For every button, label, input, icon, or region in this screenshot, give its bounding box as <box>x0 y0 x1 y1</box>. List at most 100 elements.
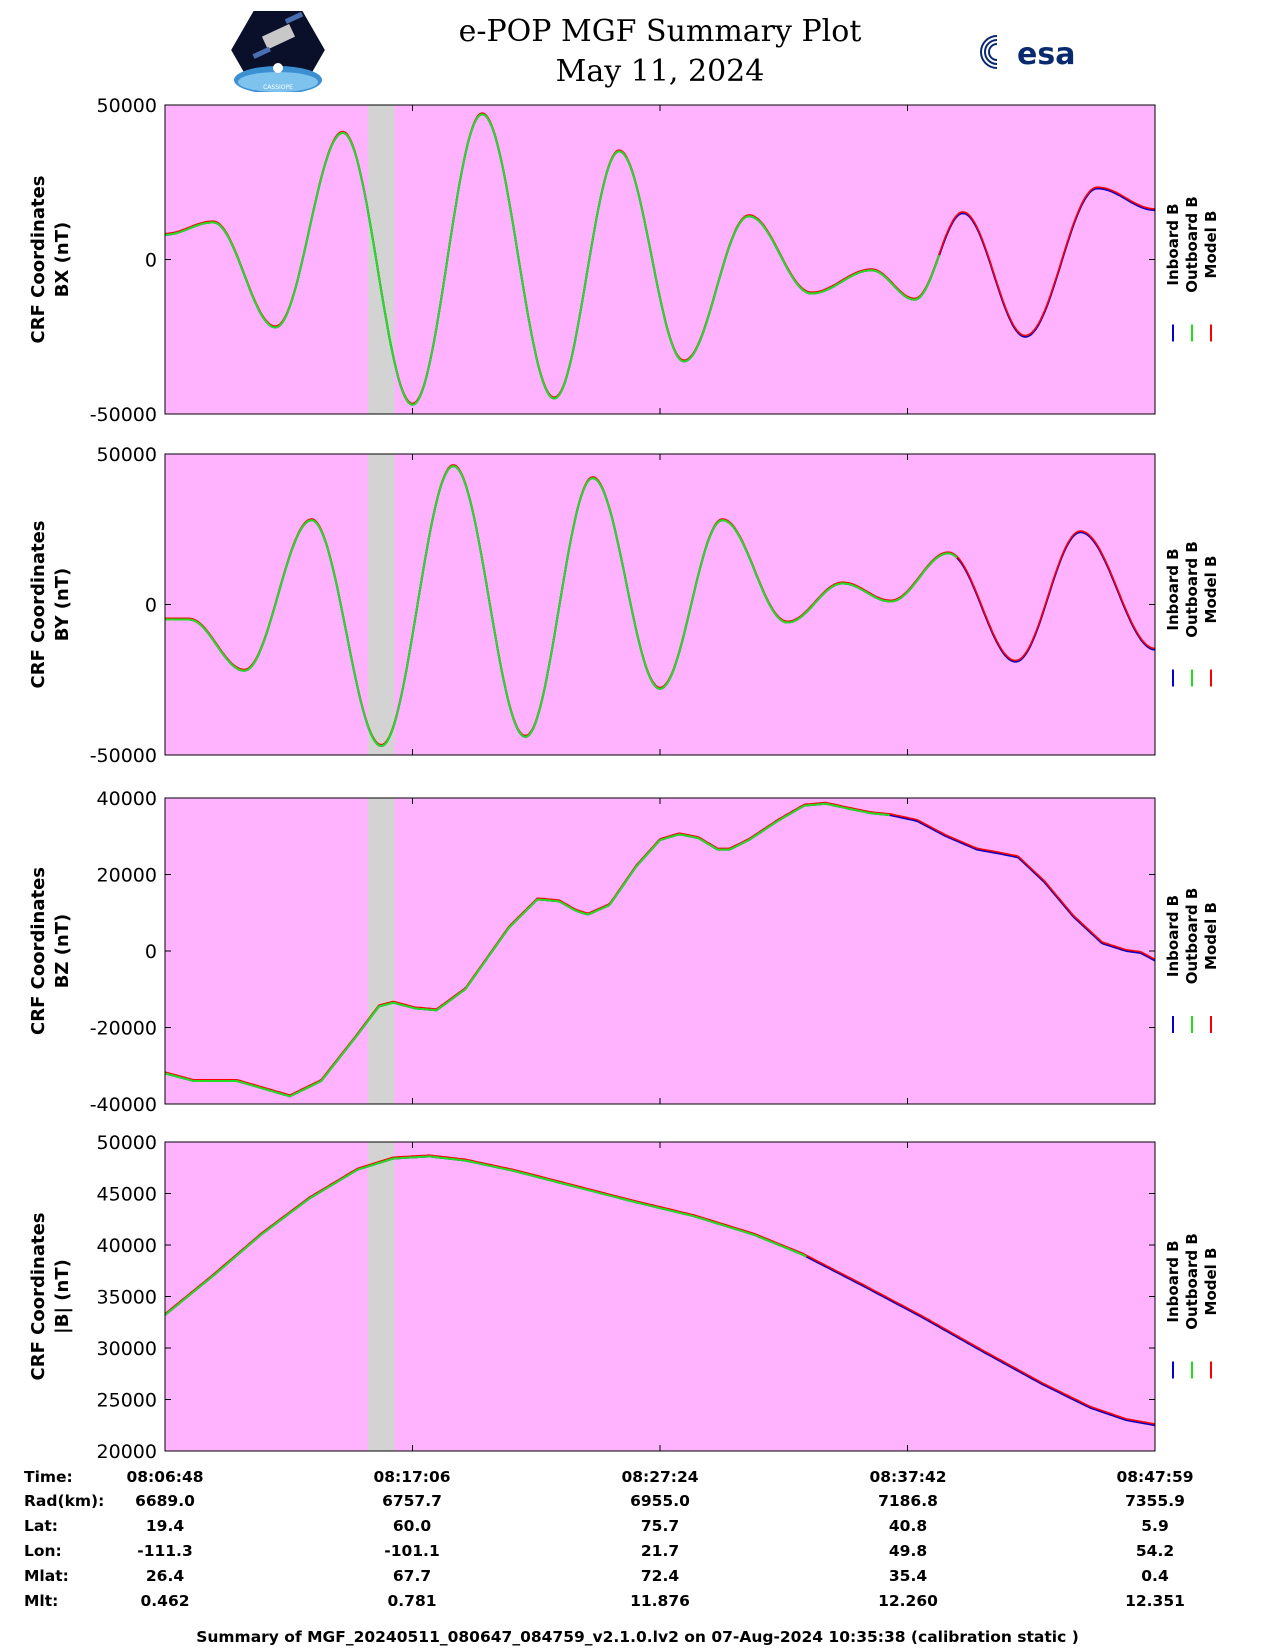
legend-label: Outboard B <box>1183 196 1201 293</box>
y-tick-label: -20000 <box>90 1018 157 1040</box>
ephemeris-row-label: Lon: <box>24 1542 62 1560</box>
data-gap-band <box>368 1142 395 1451</box>
legend-label: Inboard B <box>1164 548 1182 630</box>
ephemeris-value: 7186.8 <box>878 1492 938 1510</box>
y-tick-label: 45000 <box>97 1184 157 1206</box>
ephemeris-value: 08:06:48 <box>126 1468 204 1486</box>
data-gap-band <box>368 798 395 1104</box>
y-axis-unit-label: |B| (nT) <box>52 1259 73 1334</box>
outboard-b-line <box>165 465 958 747</box>
y-axis-unit-label: BX (nT) <box>52 222 73 297</box>
y-tick-label: 50000 <box>97 95 157 117</box>
page-date: May 11, 2024 <box>555 54 765 89</box>
ephemeris-value: 6689.0 <box>135 1492 195 1510</box>
y-tick-label: 40000 <box>97 788 157 810</box>
ephemeris-value: 19.4 <box>145 1517 185 1535</box>
svg-text:esa: esa <box>1017 37 1075 72</box>
ephemeris-value: 08:17:06 <box>373 1468 451 1486</box>
ephemeris-value: 49.8 <box>888 1542 928 1560</box>
ephemeris-value: 26.4 <box>145 1567 185 1585</box>
ephemeris-value: 0.781 <box>387 1592 437 1610</box>
legend-label: Model B <box>1202 556 1220 624</box>
ephemeris-row-label: Time: <box>24 1468 73 1486</box>
ephemeris-value: 6757.7 <box>382 1492 442 1510</box>
panel-1: -50000 0 50000 CRF Coordinates BX (nT) Inboar… <box>28 95 1220 426</box>
ephemeris-value: 7355.9 <box>1125 1492 1185 1510</box>
ephemeris-row-label: Rad(km): <box>24 1492 105 1510</box>
ephemeris-value: 0.4 <box>1141 1567 1169 1585</box>
legend-label: Outboard B <box>1183 888 1201 985</box>
panel-2: -50000 0 50000 CRF Coordinates BY (nT) Inboar… <box>28 444 1220 767</box>
legend-label: Inboard B <box>1164 895 1182 977</box>
ephemeris-value: 11.876 <box>630 1592 690 1610</box>
y-tick-label: 50000 <box>97 444 157 466</box>
ephemeris-value: -111.3 <box>137 1542 193 1560</box>
y-tick-label: 35000 <box>97 1287 157 1309</box>
outboard-b-line <box>164 113 941 406</box>
legend-label: Model B <box>1202 211 1220 279</box>
y-tick-label: 0 <box>145 595 157 617</box>
ephemeris-value: 21.7 <box>640 1542 680 1560</box>
y-axis-label: CRF Coordinates <box>28 521 49 689</box>
svg-text:CASSIOPE: CASSIOPE <box>263 84 293 91</box>
y-tick-label: 50000 <box>97 1132 157 1154</box>
ephemeris-row-label: Lat: <box>24 1517 58 1535</box>
data-gap-band <box>368 105 395 414</box>
y-tick-label: 20000 <box>97 1441 157 1460</box>
data-gap-band <box>368 454 395 755</box>
y-tick-label: 40000 <box>97 1235 157 1257</box>
ephemeris-value: 08:47:59 <box>1116 1468 1194 1486</box>
ephemeris-value: 54.2 <box>1135 1542 1175 1560</box>
y-axis-label: CRF Coordinates <box>28 867 49 1035</box>
plot-background <box>165 1142 1155 1451</box>
page-title: e-POP MGF Summary Plot <box>458 14 862 49</box>
outboard-b-line <box>164 802 890 1098</box>
y-tick-label: 0 <box>145 941 157 963</box>
ephemeris-value: 35.4 <box>888 1567 928 1585</box>
ephemeris-value: 0.462 <box>140 1592 190 1610</box>
ephemeris-value: 60.0 <box>392 1517 432 1535</box>
ephemeris-value: 75.7 <box>640 1517 680 1535</box>
ephemeris-value: 5.9 <box>1141 1517 1169 1535</box>
ephemeris-row-label: Mlat: <box>24 1567 69 1585</box>
y-tick-label: -40000 <box>90 1094 157 1116</box>
y-tick-label: -50000 <box>90 404 157 426</box>
plot-background <box>165 454 1155 755</box>
y-tick-label: 20000 <box>97 865 157 887</box>
legend-label: Outboard B <box>1183 1233 1201 1330</box>
y-tick-label: 0 <box>145 250 157 272</box>
y-tick-label: 25000 <box>97 1390 157 1412</box>
footer-summary: Summary of MGF_20240511_080647_084759_v2… <box>196 1628 1079 1646</box>
ephemeris-value: 67.7 <box>392 1567 432 1585</box>
ephemeris-value: 12.260 <box>878 1592 938 1610</box>
plot-background <box>165 105 1155 414</box>
y-axis-label: CRF Coordinates <box>28 1213 49 1381</box>
legend-label: Model B <box>1202 1248 1220 1316</box>
legend-label: Inboard B <box>1164 1240 1182 1322</box>
y-tick-label: -50000 <box>90 745 157 767</box>
title-block: e-POP MGF Summary Plot May 11, 2024 <box>400 12 920 92</box>
esa-logo: esa <box>975 30 1095 78</box>
y-axis-unit-label: BY (nT) <box>52 568 73 642</box>
ephemeris-value: 6955.0 <box>630 1492 690 1510</box>
cassiope-logo: CASSIOPE <box>228 8 328 96</box>
panel-3: -40000 -20000 0 20000 40000 CRF Coordinates BZ… <box>28 788 1220 1116</box>
y-axis-label: CRF Coordinates <box>28 176 49 344</box>
ephemeris-row-label: Mlt: <box>24 1592 59 1610</box>
model-b-line <box>164 1154 1156 1425</box>
ephemeris-value: 08:27:24 <box>621 1468 699 1486</box>
ephemeris-value: 12.351 <box>1125 1592 1185 1610</box>
y-axis-unit-label: BZ (nT) <box>52 914 73 989</box>
outboard-b-line <box>164 1155 807 1316</box>
plot-background <box>165 798 1155 1104</box>
ephemeris-value: -101.1 <box>384 1542 440 1560</box>
legend-label: Inboard B <box>1164 203 1182 285</box>
ephemeris-value: 72.4 <box>640 1567 680 1585</box>
ephemeris-value: 40.8 <box>888 1517 928 1535</box>
legend-label: Model B <box>1202 902 1220 970</box>
legend-label: Outboard B <box>1183 541 1201 638</box>
panel-4: 20000 25000 30000 35000 40000 45000 50000 CRF C… <box>28 1132 1220 1460</box>
ephemeris-value: 08:37:42 <box>869 1468 947 1486</box>
y-tick-label: 30000 <box>97 1338 157 1360</box>
